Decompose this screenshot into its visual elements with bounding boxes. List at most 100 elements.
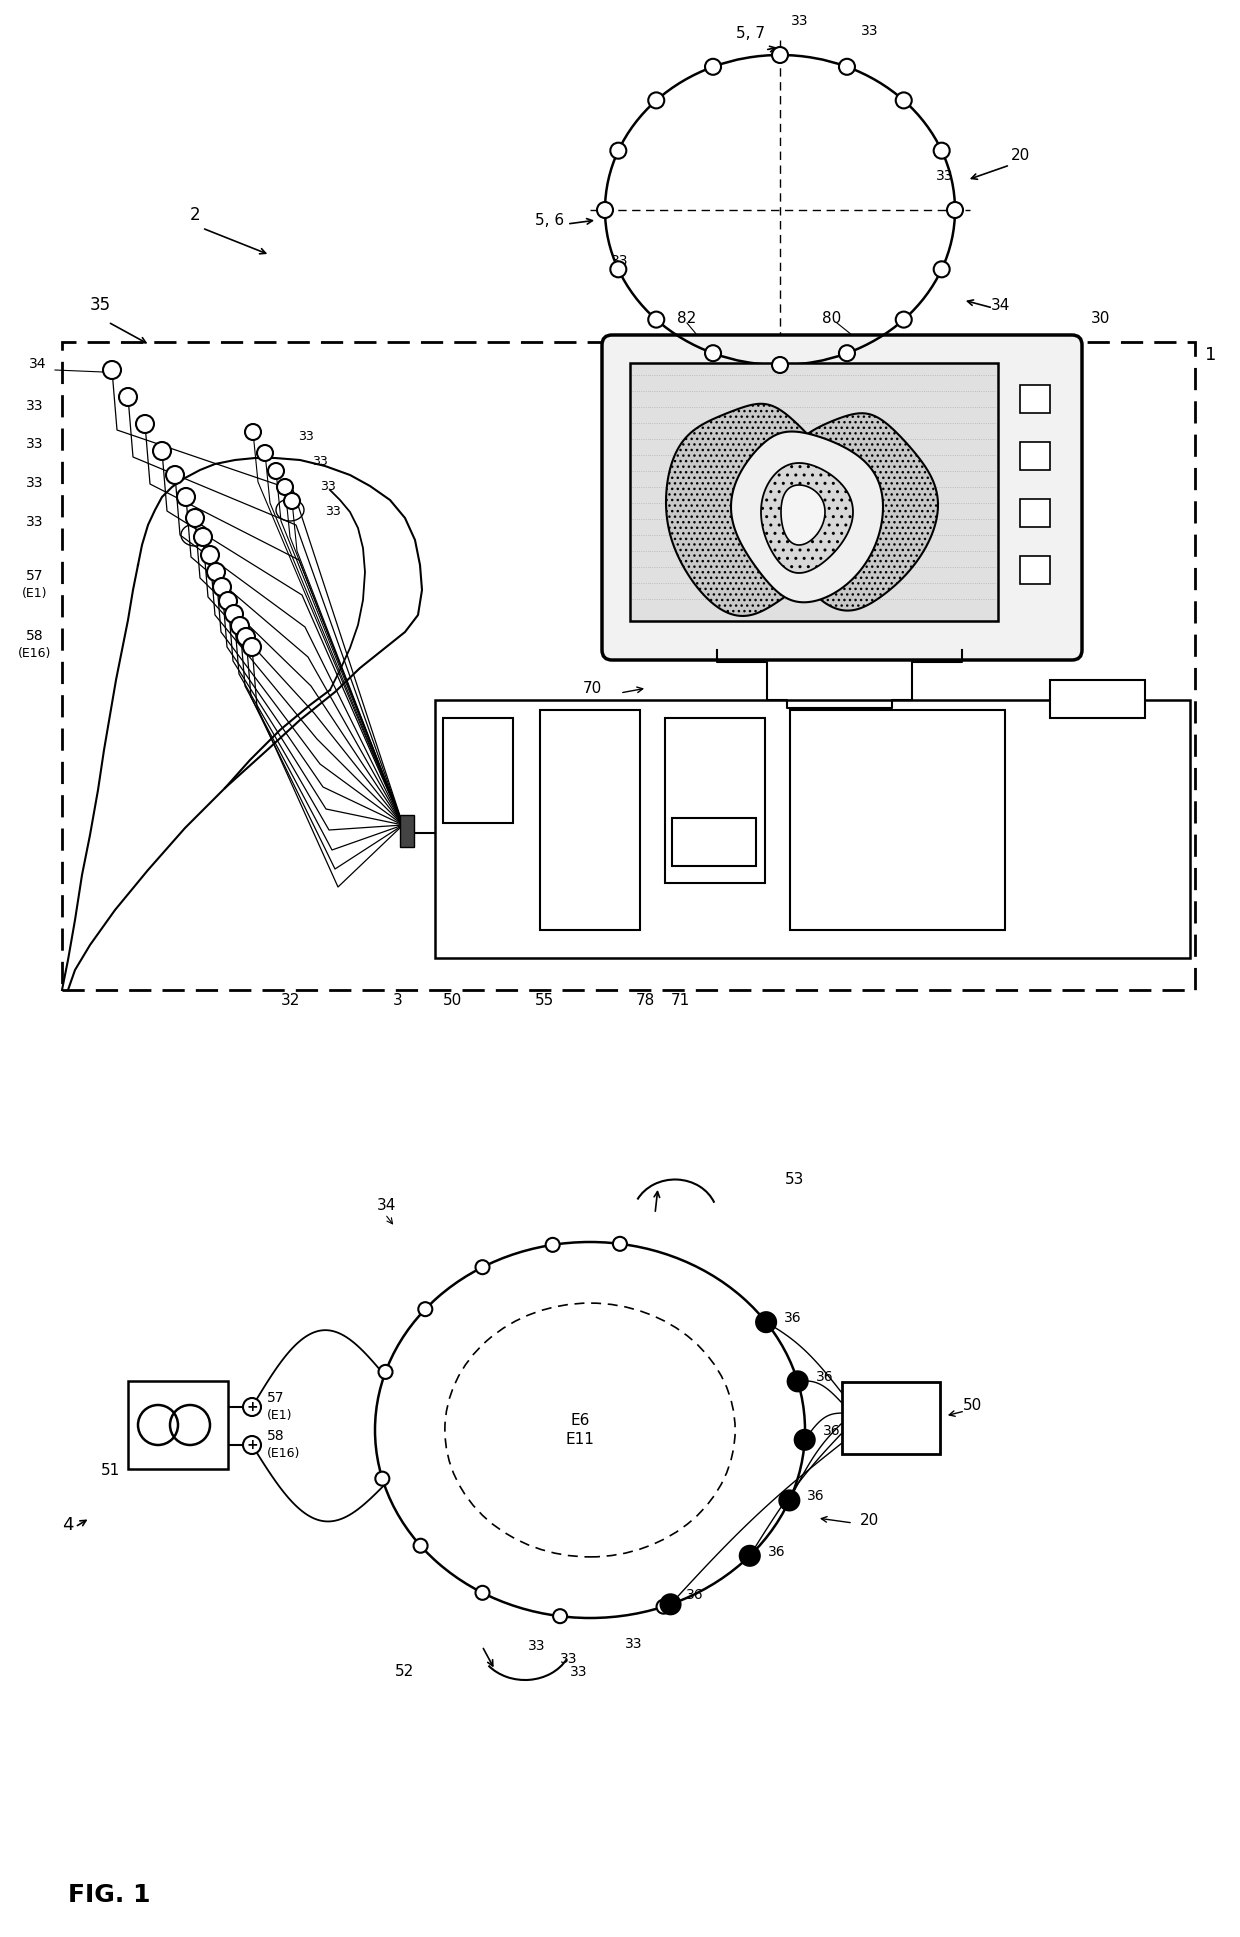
Text: 50: 50 — [443, 994, 461, 1007]
Text: 1: 1 — [1205, 347, 1216, 364]
Circle shape — [787, 1371, 807, 1391]
Bar — [1021, 385, 1050, 413]
Text: 33: 33 — [570, 1666, 588, 1679]
Text: 20: 20 — [861, 1513, 879, 1528]
Text: 33: 33 — [312, 455, 327, 469]
Circle shape — [475, 1586, 490, 1600]
Bar — [1021, 500, 1050, 527]
Circle shape — [153, 442, 171, 459]
Circle shape — [613, 1238, 627, 1251]
Polygon shape — [666, 403, 846, 616]
Text: 2: 2 — [190, 205, 201, 225]
Bar — [401, 815, 414, 846]
Text: 37: 37 — [212, 1426, 229, 1439]
Text: W16: W16 — [882, 808, 913, 821]
Text: 73: 73 — [1166, 736, 1184, 752]
Text: 33: 33 — [528, 1639, 546, 1652]
Polygon shape — [777, 413, 937, 610]
Circle shape — [231, 618, 249, 635]
Text: 36: 36 — [816, 1369, 833, 1385]
Text: +: + — [247, 1400, 258, 1414]
Polygon shape — [781, 484, 825, 544]
Circle shape — [947, 201, 963, 219]
Text: 33: 33 — [781, 370, 799, 384]
Circle shape — [546, 1238, 559, 1251]
Circle shape — [284, 494, 300, 509]
Circle shape — [934, 261, 950, 277]
Circle shape — [186, 509, 205, 527]
Text: FIG. 1: FIG. 1 — [68, 1883, 150, 1908]
Text: (E1): (E1) — [267, 1408, 293, 1422]
Text: 33: 33 — [611, 254, 629, 267]
Text: 30: 30 — [1090, 312, 1110, 325]
Circle shape — [378, 1366, 393, 1379]
Circle shape — [610, 261, 626, 277]
Circle shape — [475, 1261, 490, 1275]
Bar — [665, 719, 765, 883]
Text: U1: U1 — [580, 899, 599, 912]
Text: 33: 33 — [320, 480, 336, 494]
Text: RAM: RAM — [698, 835, 729, 848]
Text: 33: 33 — [26, 399, 43, 413]
Bar — [443, 719, 513, 823]
Text: 33: 33 — [862, 23, 879, 39]
Circle shape — [610, 143, 626, 159]
Text: (E16): (E16) — [267, 1447, 300, 1460]
Text: 33: 33 — [26, 438, 43, 451]
Text: 58: 58 — [267, 1430, 285, 1443]
Text: U2: U2 — [580, 872, 599, 885]
Text: 33: 33 — [325, 506, 341, 517]
Text: 33: 33 — [26, 515, 43, 529]
Circle shape — [219, 593, 237, 610]
Bar — [128, 1381, 228, 1468]
Circle shape — [895, 312, 911, 327]
Polygon shape — [761, 463, 853, 573]
Text: 33: 33 — [791, 14, 808, 27]
Text: DAQ: DAQ — [872, 1408, 911, 1428]
Circle shape — [119, 387, 136, 407]
Text: 36: 36 — [784, 1311, 802, 1325]
Text: W2: W2 — [885, 872, 908, 885]
Text: Un: Un — [580, 810, 599, 823]
Text: 4: 4 — [62, 1517, 73, 1534]
Circle shape — [661, 1594, 681, 1614]
Bar — [1021, 556, 1050, 583]
Bar — [62, 343, 1195, 990]
Text: 80: 80 — [822, 312, 842, 325]
Text: (E16): (E16) — [19, 647, 52, 661]
Bar — [672, 817, 756, 866]
Circle shape — [740, 1546, 760, 1565]
Text: 57: 57 — [267, 1391, 284, 1404]
Circle shape — [376, 1472, 389, 1486]
Text: 33: 33 — [936, 169, 954, 182]
Circle shape — [224, 604, 243, 624]
Circle shape — [177, 488, 195, 506]
Text: 56: 56 — [1048, 841, 1068, 854]
Text: +: + — [247, 1437, 258, 1453]
Bar — [630, 362, 998, 622]
Text: ⋮: ⋮ — [582, 841, 599, 858]
Text: 51: 51 — [100, 1462, 119, 1478]
Text: 82: 82 — [677, 312, 697, 325]
Text: DAQ: DAQ — [461, 763, 495, 777]
Circle shape — [207, 564, 224, 581]
Circle shape — [277, 478, 293, 496]
Text: 34: 34 — [991, 298, 1009, 314]
Circle shape — [596, 201, 613, 219]
Text: 5, 6: 5, 6 — [536, 213, 564, 229]
Circle shape — [213, 577, 231, 597]
Text: 36: 36 — [807, 1490, 825, 1503]
Circle shape — [201, 546, 219, 564]
Text: W_0: W_0 — [1081, 692, 1114, 707]
Circle shape — [795, 1430, 815, 1449]
Circle shape — [780, 1490, 800, 1511]
Bar — [1050, 680, 1145, 719]
Circle shape — [268, 463, 284, 478]
Circle shape — [193, 529, 212, 546]
Circle shape — [706, 58, 720, 76]
Text: 33: 33 — [26, 477, 43, 490]
Circle shape — [656, 1600, 671, 1614]
Text: 71: 71 — [671, 994, 689, 1007]
Circle shape — [756, 1311, 776, 1333]
Text: 34: 34 — [30, 356, 47, 372]
